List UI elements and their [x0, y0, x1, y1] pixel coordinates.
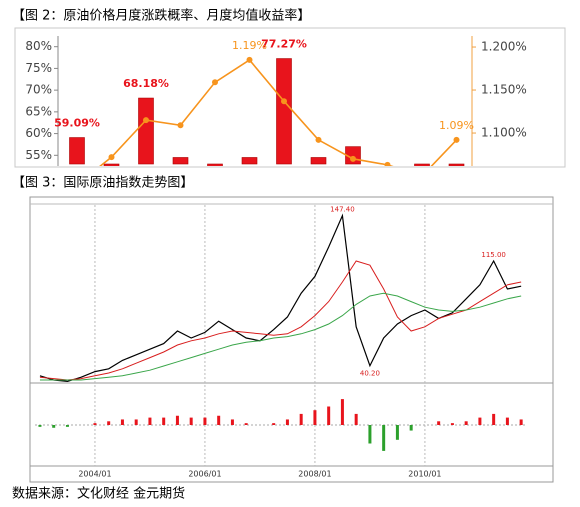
macd-bar — [107, 421, 111, 425]
macd-bar — [492, 413, 496, 425]
bar — [103, 163, 120, 166]
point — [350, 155, 356, 162]
value-label: 1.09% — [439, 119, 474, 132]
y2-tick-label: 1.100% — [481, 126, 527, 140]
price-line — [39, 292, 522, 381]
macd-bar — [189, 417, 193, 425]
bar — [207, 163, 223, 166]
bar — [448, 163, 465, 166]
value-label: 1.19% — [232, 39, 267, 52]
point — [246, 56, 253, 63]
macd-bar — [93, 423, 97, 425]
bar — [172, 157, 189, 165]
y-tick-label: 75% — [25, 61, 52, 75]
macd-bar — [162, 417, 166, 425]
macd-bar — [450, 423, 454, 425]
macd-bar — [505, 417, 509, 425]
macd-bar — [203, 417, 207, 425]
macd-bar — [175, 415, 179, 425]
value-label: 59.09% — [54, 117, 100, 130]
point — [419, 173, 425, 179]
macd-bar — [382, 425, 386, 451]
x-tick-label: 2006/01 — [188, 470, 221, 479]
figure-caption: 【图 3：国际原油指数走势图】 — [12, 175, 193, 191]
macd-bar — [313, 410, 317, 425]
macd-bar — [340, 399, 344, 425]
x-tick-label: 2010/01 — [408, 470, 441, 479]
macd-bar — [272, 423, 276, 425]
bar — [310, 157, 327, 165]
figure-frame — [29, 196, 554, 483]
plot — [69, 56, 465, 179]
annotation: 115.00 — [481, 251, 506, 259]
macd-bar — [327, 406, 331, 425]
y-tick-label: 80% — [25, 39, 52, 53]
line — [99, 58, 458, 166]
macd-bar — [299, 413, 303, 425]
x-tick-label: 2004/01 — [78, 470, 111, 479]
point — [143, 117, 149, 124]
y2-tick-label: 1.150% — [481, 83, 527, 97]
annotation: 40.20 — [360, 370, 380, 378]
macd-bar — [52, 425, 56, 428]
macd-bar — [285, 419, 289, 425]
macd-bar — [354, 413, 358, 425]
point — [281, 98, 287, 105]
y-tick-label: 55% — [25, 148, 52, 162]
macd-bar — [134, 419, 138, 425]
macd-bar — [244, 423, 248, 425]
bar — [276, 58, 292, 165]
x-tick-label: 2008/01 — [298, 470, 331, 479]
macd-bar — [65, 425, 69, 427]
bar — [69, 137, 85, 165]
bar — [241, 157, 258, 165]
annotation: 147.40 — [330, 206, 355, 214]
macd-bar — [519, 419, 523, 425]
price-line — [39, 260, 522, 381]
bar — [138, 97, 154, 165]
macd-bar — [230, 419, 234, 425]
bar — [414, 163, 430, 166]
macd-bar — [148, 417, 152, 425]
point — [108, 154, 115, 161]
macd-bar — [217, 415, 221, 425]
macd-bar — [120, 419, 124, 425]
point — [384, 161, 391, 166]
macd-bar — [368, 425, 372, 444]
macd-bar — [478, 417, 482, 425]
macd-bar — [395, 425, 399, 440]
macd-bar — [409, 425, 413, 431]
source-note: 数据来源：文化财经 金元期货 — [12, 486, 185, 502]
y2-tick-label: 1.200% — [481, 40, 527, 54]
value-label: 68.18% — [123, 77, 169, 90]
point — [315, 136, 322, 143]
price-plot — [39, 213, 522, 382]
y-tick-label: 60% — [25, 126, 52, 140]
y-tick-label: 70% — [25, 83, 52, 97]
macd-bar — [464, 421, 468, 425]
point — [453, 136, 460, 143]
labels: 59.09% 68.18% 77.27%1.19% 1.09% — [54, 38, 474, 132]
value-label: 77.27% — [261, 38, 307, 51]
y-tick-label: 65% — [25, 104, 52, 118]
macd-bar — [437, 421, 441, 425]
point — [212, 79, 218, 86]
figure-caption: 【图 2：原油价格月度涨跌概率、月度均值收益率】 — [12, 8, 310, 24]
macd-bar — [38, 425, 42, 427]
point — [177, 122, 184, 129]
